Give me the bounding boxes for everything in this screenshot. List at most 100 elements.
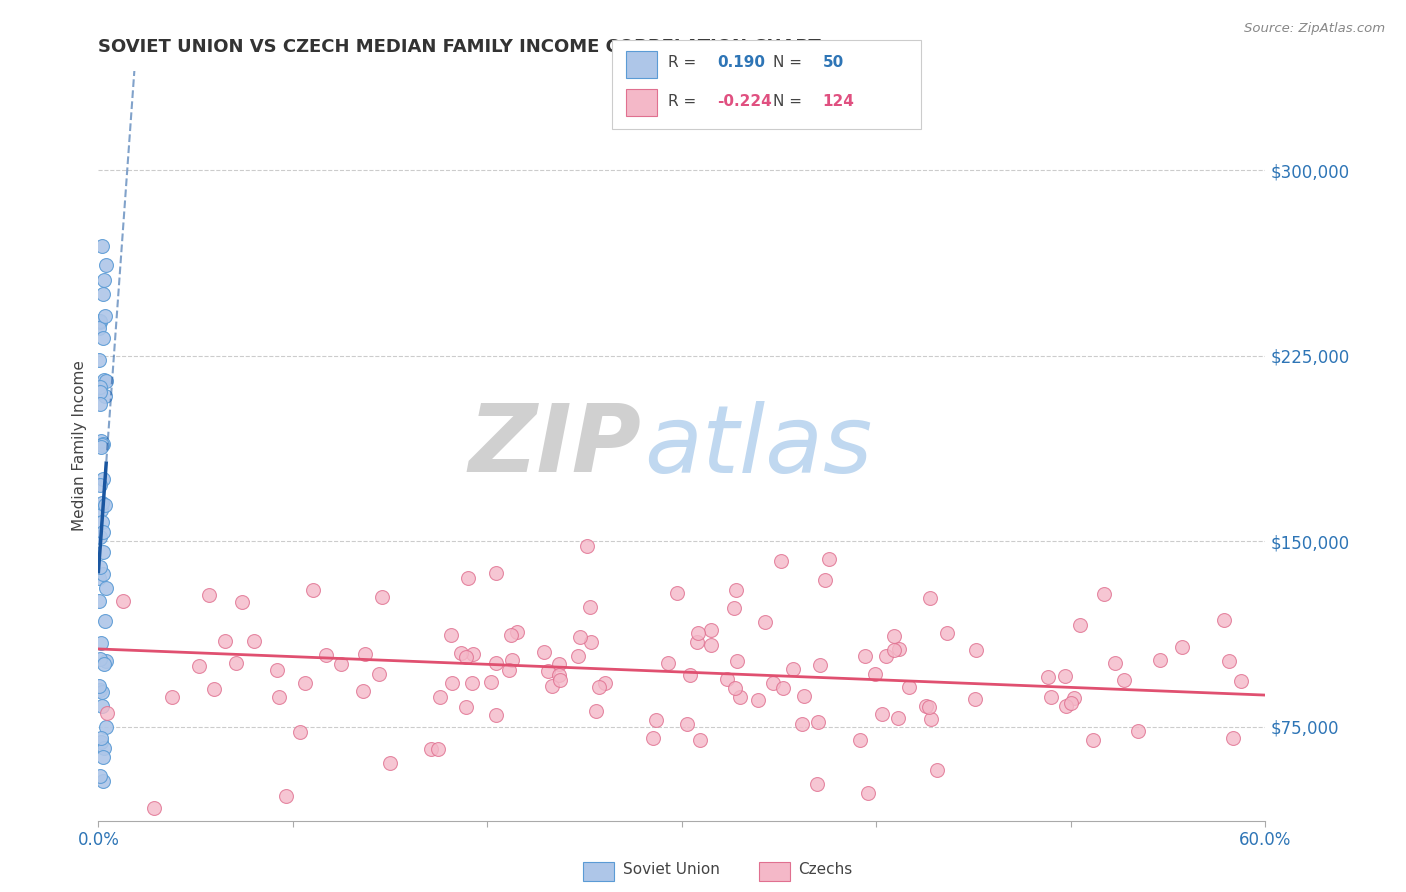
- Point: [848, 732, 870, 747]
- Point: [368, 667, 391, 681]
- Point: [1149, 653, 1171, 667]
- Point: [1218, 655, 1240, 669]
- Point: [501, 653, 523, 667]
- Point: [301, 583, 323, 598]
- Point: [585, 704, 607, 718]
- Point: [935, 625, 957, 640]
- Point: [593, 676, 616, 690]
- Point: [267, 690, 290, 704]
- Point: [883, 643, 905, 657]
- Point: [1054, 669, 1077, 683]
- Text: R =: R =: [668, 55, 696, 70]
- Point: [202, 682, 225, 697]
- Point: [91, 566, 114, 581]
- Point: [93, 657, 115, 671]
- Point: [94, 582, 117, 596]
- Point: [723, 601, 745, 615]
- Point: [315, 648, 337, 662]
- Point: [93, 499, 115, 513]
- Point: [89, 560, 111, 574]
- Point: [90, 440, 112, 454]
- Point: [925, 763, 948, 777]
- Point: [87, 352, 110, 367]
- Point: [676, 717, 699, 731]
- Point: [352, 684, 374, 698]
- Point: [90, 731, 112, 745]
- Point: [454, 700, 477, 714]
- Point: [547, 657, 569, 671]
- Point: [90, 735, 112, 749]
- Point: [806, 776, 828, 790]
- Point: [198, 588, 221, 602]
- Point: [91, 438, 114, 452]
- Point: [643, 731, 665, 745]
- Point: [918, 700, 941, 714]
- Point: [91, 698, 114, 713]
- Point: [498, 663, 520, 677]
- Point: [214, 634, 236, 648]
- Point: [1171, 640, 1194, 655]
- Point: [770, 554, 793, 568]
- Point: [1039, 690, 1062, 704]
- Point: [91, 545, 114, 559]
- Point: [1126, 723, 1149, 738]
- Point: [89, 594, 111, 608]
- Point: [91, 750, 114, 764]
- Text: 50: 50: [823, 55, 844, 70]
- Point: [870, 707, 893, 722]
- Point: [188, 659, 211, 673]
- Point: [689, 733, 711, 747]
- Point: [1054, 699, 1077, 714]
- Point: [479, 674, 502, 689]
- Point: [644, 713, 666, 727]
- Point: [588, 681, 610, 695]
- Point: [94, 258, 117, 272]
- Point: [686, 625, 709, 640]
- Point: [242, 634, 264, 648]
- Point: [91, 472, 114, 486]
- Point: [441, 676, 464, 690]
- Point: [887, 711, 910, 725]
- Point: [541, 679, 564, 693]
- Text: Source: ZipAtlas.com: Source: ZipAtlas.com: [1244, 22, 1385, 36]
- Point: [93, 741, 115, 756]
- Point: [772, 681, 794, 695]
- Point: [700, 638, 723, 652]
- Point: [814, 574, 837, 588]
- Text: 124: 124: [823, 94, 855, 109]
- Point: [576, 539, 599, 553]
- Text: Czechs: Czechs: [799, 863, 853, 877]
- Point: [90, 515, 112, 529]
- Point: [91, 331, 114, 345]
- Point: [457, 571, 479, 585]
- Point: [1083, 732, 1105, 747]
- Text: Soviet Union: Soviet Union: [623, 863, 720, 877]
- Point: [547, 668, 569, 682]
- Point: [889, 641, 911, 656]
- Point: [94, 310, 117, 324]
- Point: [274, 789, 297, 804]
- Point: [700, 623, 723, 637]
- Point: [89, 321, 111, 335]
- Point: [93, 373, 115, 387]
- Point: [725, 654, 748, 668]
- Point: [567, 648, 589, 663]
- Point: [485, 708, 508, 723]
- Point: [429, 690, 451, 704]
- Point: [898, 680, 921, 694]
- Point: [790, 717, 813, 731]
- Point: [883, 629, 905, 643]
- Text: -0.224: -0.224: [717, 94, 772, 109]
- Point: [91, 773, 114, 788]
- Point: [91, 437, 114, 451]
- Point: [875, 648, 897, 663]
- Point: [91, 525, 114, 540]
- Point: [965, 643, 987, 657]
- Point: [657, 657, 679, 671]
- Point: [537, 665, 560, 679]
- Point: [89, 397, 111, 411]
- Point: [143, 801, 166, 815]
- Point: [1222, 731, 1244, 745]
- Point: [920, 712, 942, 726]
- Point: [1063, 690, 1085, 705]
